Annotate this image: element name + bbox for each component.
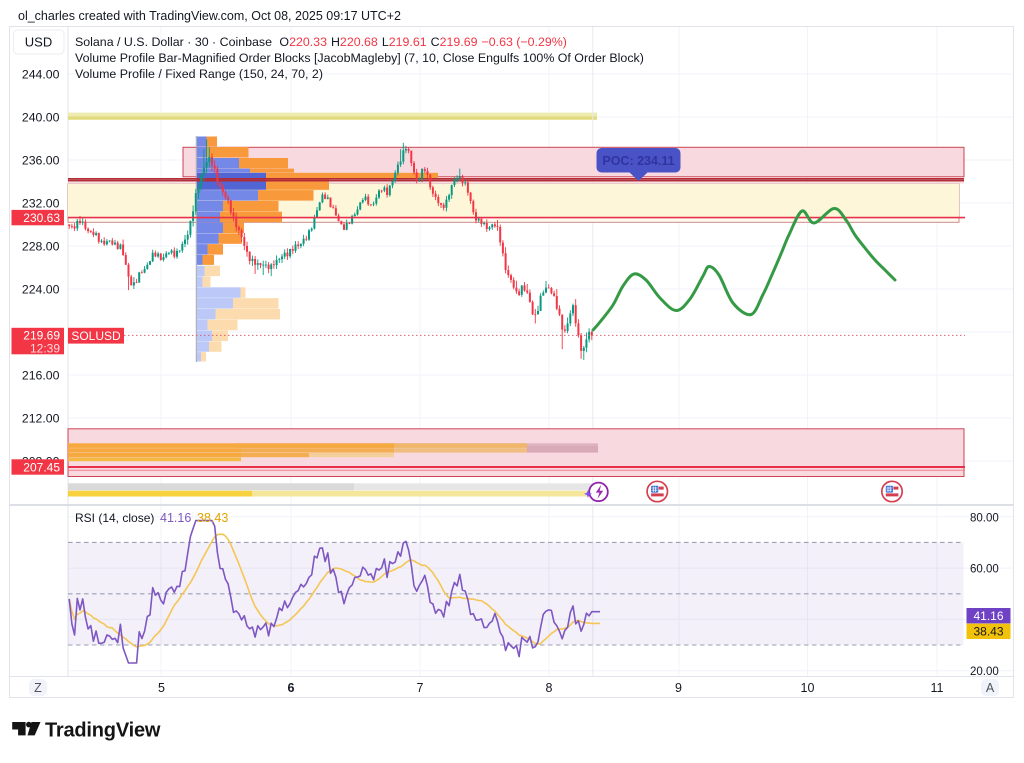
svg-text:RSI (14, close): RSI (14, close): [75, 511, 154, 525]
svg-text:10: 10: [801, 681, 815, 695]
svg-text:41.16: 41.16: [973, 609, 1003, 623]
svg-text:20.00: 20.00: [970, 666, 999, 678]
svg-text:216.00: 216.00: [22, 369, 60, 383]
svg-text:232.00: 232.00: [22, 197, 60, 211]
svg-text:Z: Z: [34, 681, 42, 695]
svg-text:Volume Profile / Fixed Range (: Volume Profile / Fixed Range (150, 24, 7…: [75, 67, 323, 81]
svg-text:Solana / U.S. Dollar · 30 · Co: Solana / U.S. Dollar · 30 · Coinbase O22…: [75, 35, 567, 49]
svg-text:ol_charles created with Tradin: ol_charles created with TradingView.com,…: [18, 9, 401, 23]
svg-text:SOLUSD: SOLUSD: [71, 329, 121, 343]
svg-text:224.00: 224.00: [22, 283, 60, 297]
svg-text:11: 11: [931, 681, 944, 695]
svg-text:12:39: 12:39: [30, 342, 60, 356]
svg-text:80.00: 80.00: [970, 512, 999, 524]
svg-text:219.69: 219.69: [23, 329, 60, 343]
svg-text:Volume Profile Bar-Magnified O: Volume Profile Bar-Magnified Order Block…: [75, 51, 644, 65]
svg-text:A: A: [986, 681, 995, 695]
svg-text:230.63: 230.63: [23, 211, 60, 225]
svg-text:9: 9: [675, 681, 682, 695]
svg-text:228.00: 228.00: [22, 240, 60, 254]
svg-text:236.00: 236.00: [22, 154, 60, 168]
svg-text:5: 5: [158, 681, 165, 695]
svg-text:60.00: 60.00: [970, 564, 999, 576]
svg-text:41.16: 41.16: [160, 511, 191, 525]
svg-text:38.43: 38.43: [973, 625, 1003, 639]
svg-text:8: 8: [546, 681, 553, 695]
svg-text:6: 6: [288, 681, 295, 695]
svg-text:7: 7: [417, 681, 424, 695]
svg-text:244.00: 244.00: [22, 68, 60, 82]
svg-text:212.00: 212.00: [22, 412, 60, 426]
svg-text:207.45: 207.45: [23, 461, 60, 475]
svg-text:TradingView: TradingView: [45, 720, 161, 742]
svg-text:38.43: 38.43: [197, 511, 228, 525]
svg-text:POC: 234.11: POC: 234.11: [602, 154, 674, 168]
svg-text:USD: USD: [25, 35, 52, 50]
svg-text:240.00: 240.00: [22, 111, 60, 125]
